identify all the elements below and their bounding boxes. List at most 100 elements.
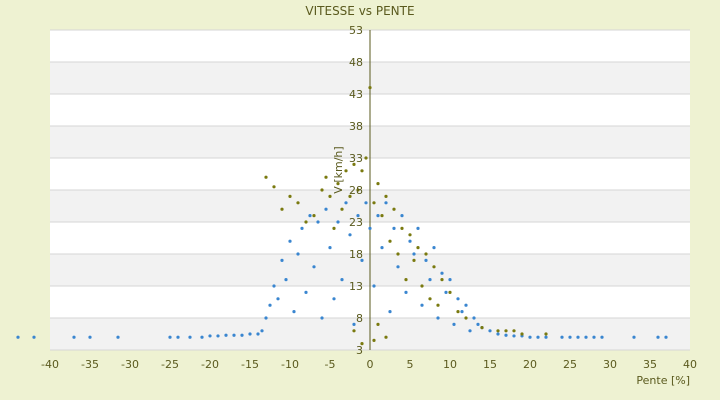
data-point (576, 335, 580, 339)
x-tick-label: -20 (201, 358, 219, 371)
data-point (280, 258, 284, 262)
data-point (332, 297, 336, 301)
data-point (348, 233, 352, 237)
data-point (356, 214, 360, 218)
x-tick-label: 35 (643, 358, 657, 371)
data-point (664, 335, 668, 339)
data-point (420, 303, 424, 307)
data-point (428, 297, 432, 301)
data-point (372, 338, 376, 342)
data-point (264, 316, 268, 320)
data-point (568, 335, 572, 339)
y-tick-label: 18 (349, 248, 363, 261)
y-tick-label: 8 (356, 312, 363, 325)
data-point (352, 162, 356, 166)
data-point (308, 214, 312, 218)
data-point (200, 335, 204, 339)
chart-text: VITESSE vs PENTE -40 -35 -30 -25 -20 -15 -10 -5 0… (41, 4, 697, 387)
x-tick-label: 10 (443, 358, 457, 371)
y-tick-label: 53 (349, 24, 363, 37)
data-point (260, 329, 264, 333)
data-point (364, 201, 368, 205)
data-point (536, 335, 540, 339)
data-point (272, 185, 276, 189)
data-point (428, 278, 432, 282)
data-point (584, 335, 588, 339)
x-tick-label: 15 (483, 358, 497, 371)
x-axis-label: Pente [%] (636, 374, 690, 387)
data-point (472, 316, 476, 320)
data-point (352, 322, 356, 326)
data-point (372, 201, 376, 205)
x-tick-label: 0 (367, 358, 374, 371)
data-point (116, 335, 120, 339)
data-point (320, 188, 324, 192)
data-point (372, 284, 376, 288)
data-point (400, 214, 404, 218)
data-point (88, 335, 92, 339)
data-point (444, 290, 448, 294)
data-point (312, 265, 316, 269)
data-point (496, 332, 500, 336)
data-point (440, 278, 444, 282)
data-point (412, 258, 416, 262)
data-point (208, 334, 212, 338)
data-point (336, 220, 340, 224)
data-point (336, 182, 340, 186)
y-tick-label: 33 (349, 152, 363, 165)
data-point (464, 316, 468, 320)
data-point (384, 335, 388, 339)
data-point (240, 333, 244, 337)
data-point (436, 303, 440, 307)
data-point (544, 332, 548, 336)
x-tick-label: 25 (563, 358, 577, 371)
data-point (368, 86, 372, 90)
y-axis-label: V [km/h] (332, 146, 345, 193)
data-point (452, 322, 456, 326)
data-point (460, 310, 464, 314)
y-tick-label: 23 (349, 216, 363, 229)
data-point (408, 233, 412, 237)
x-tick-label: -30 (121, 358, 139, 371)
data-point (248, 332, 252, 336)
data-point (296, 252, 300, 256)
y-tick-label: 28 (349, 184, 363, 197)
data-point (264, 175, 268, 179)
data-point (364, 156, 368, 160)
data-point (288, 194, 292, 198)
data-point (416, 226, 420, 230)
data-point (296, 201, 300, 205)
data-point (72, 335, 76, 339)
data-point (320, 316, 324, 320)
data-point (304, 220, 308, 224)
data-point (468, 329, 472, 333)
data-point (520, 332, 524, 336)
data-point (592, 335, 596, 339)
data-point (332, 226, 336, 230)
data-point (352, 329, 356, 333)
data-point (404, 290, 408, 294)
data-point (464, 303, 468, 307)
data-point (392, 226, 396, 230)
data-point (380, 214, 384, 218)
x-tick-label: 40 (683, 358, 697, 371)
data-point (304, 290, 308, 294)
data-point (376, 214, 380, 218)
data-points (16, 86, 668, 346)
data-point (224, 333, 228, 337)
data-point (488, 329, 492, 333)
data-point (656, 335, 660, 339)
data-point (436, 316, 440, 320)
data-point (456, 297, 460, 301)
data-point (512, 334, 516, 338)
data-point (368, 226, 372, 230)
data-point (416, 246, 420, 250)
y-tick-label: 38 (349, 120, 363, 133)
y-tick-label: 13 (349, 280, 363, 293)
data-point (432, 265, 436, 269)
data-point (312, 214, 316, 218)
data-point (412, 252, 416, 256)
x-tick-label: -10 (281, 358, 299, 371)
chart-title: VITESSE vs PENTE (305, 4, 414, 18)
data-point (216, 334, 220, 338)
